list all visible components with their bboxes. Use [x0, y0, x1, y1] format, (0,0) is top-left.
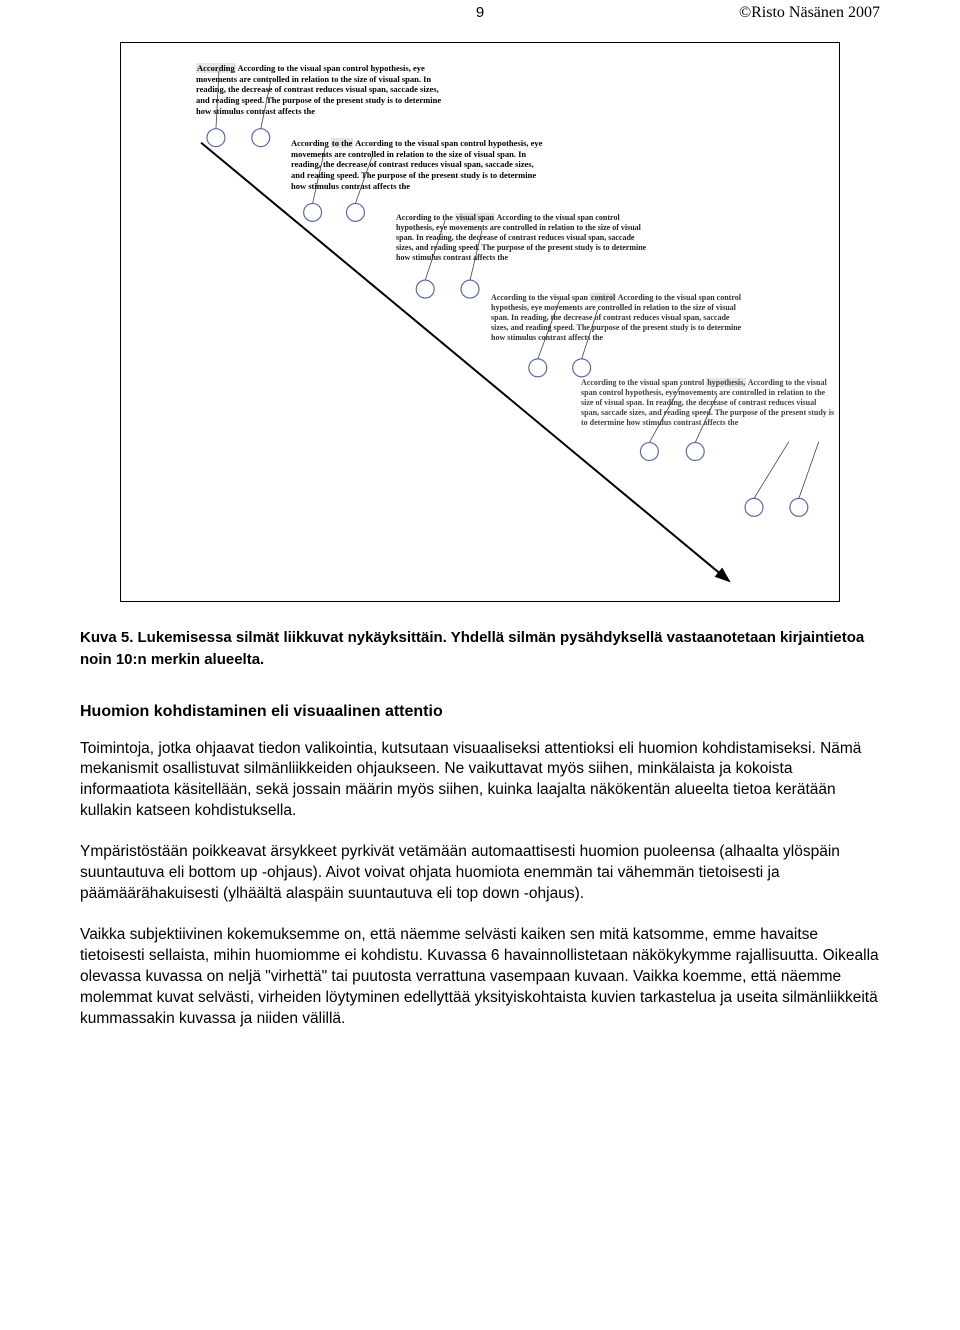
- paragraph-1: Toimintoja, jotka ohjaavat tiedon valiko…: [80, 739, 880, 823]
- sample-text-5: According to the visual span control hyp…: [581, 378, 836, 428]
- page-number: 9: [476, 4, 484, 21]
- sample-text-1: According According to the visual span c…: [196, 63, 451, 116]
- paragraph-2: Ympäristöstään poikkeavat ärsykkeet pyrk…: [80, 842, 880, 905]
- sample-text-4: According to the visual span control Acc…: [491, 293, 746, 343]
- paragraph-3: Vaikka subjektiivinen kokemuksemme on, e…: [80, 925, 880, 1030]
- sample-text-3: According to the visual span According t…: [396, 213, 651, 263]
- copyright-text: ©Risto Näsänen 2007: [739, 4, 880, 22]
- figure-5: According According to the visual span c…: [120, 42, 840, 602]
- figure-caption: Kuva 5. Lukemisessa silmät liikkuvat nyk…: [80, 627, 880, 671]
- page-header: 9 ©Risto Näsänen 2007: [80, 0, 880, 32]
- section-title: Huomion kohdistaminen eli visuaalinen at…: [80, 703, 880, 721]
- sample-text-2: According to the According to the visual…: [291, 138, 546, 191]
